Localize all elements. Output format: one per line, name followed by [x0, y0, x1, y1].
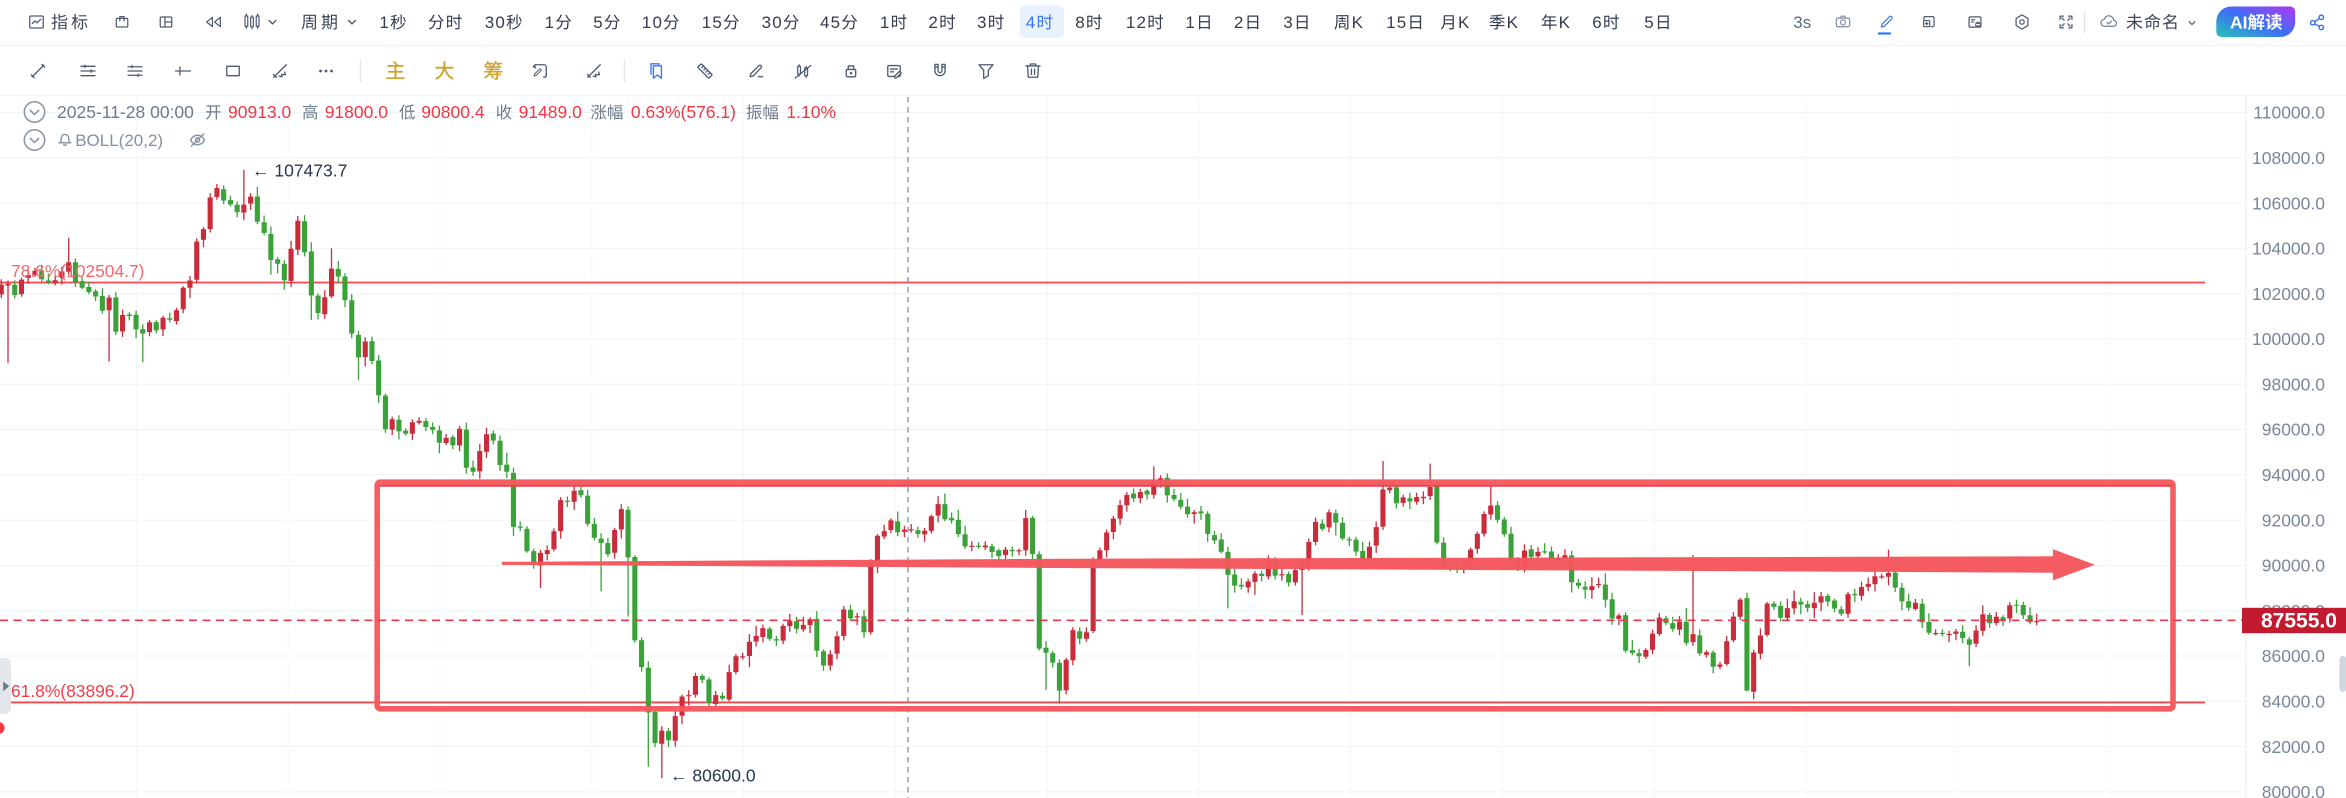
svg-text:110000.0: 110000.0 — [2253, 103, 2325, 123]
svg-text:92000.0: 92000.0 — [2262, 510, 2326, 530]
svg-text:3: 3 — [977, 13, 988, 32]
svg-text:BOLL(20,2): BOLL(20,2) — [75, 131, 163, 150]
svg-text:12: 12 — [1126, 13, 1147, 32]
svg-text:87555.0: 87555.0 — [2261, 609, 2337, 632]
svg-text:78.6%(102504.7): 78.6%(102504.7) — [11, 261, 144, 281]
svg-text:0.63%(576.1): 0.63%(576.1) — [631, 102, 736, 122]
svg-text:K: K — [1458, 13, 1471, 32]
svg-text:45: 45 — [820, 13, 841, 32]
svg-text:2: 2 — [1234, 13, 1245, 32]
svg-text:80000.0: 80000.0 — [2262, 782, 2326, 798]
svg-text:K: K — [1507, 13, 1520, 32]
svg-text:AI: AI — [2230, 12, 2248, 32]
svg-text:104000.0: 104000.0 — [2252, 239, 2325, 259]
svg-text:15: 15 — [1386, 13, 1407, 32]
svg-text:96000.0: 96000.0 — [2262, 420, 2326, 440]
svg-text:30: 30 — [485, 13, 506, 32]
svg-text:102000.0: 102000.0 — [2252, 284, 2325, 304]
svg-text:94000.0: 94000.0 — [2262, 465, 2326, 485]
svg-text:108000.0: 108000.0 — [2252, 148, 2325, 168]
svg-text:8: 8 — [1075, 13, 1086, 32]
svg-text:15: 15 — [702, 13, 723, 32]
svg-text:1: 1 — [379, 13, 390, 32]
svg-text:90913.0: 90913.0 — [228, 102, 292, 122]
svg-text:6: 6 — [1592, 13, 1603, 32]
svg-text:← 80600.0: ← 80600.0 — [670, 766, 756, 786]
svg-text:82000.0: 82000.0 — [2262, 737, 2326, 757]
svg-text:K: K — [1352, 13, 1365, 32]
svg-text:2: 2 — [928, 13, 939, 32]
svg-text:86000.0: 86000.0 — [2262, 646, 2326, 666]
svg-text:2025-11-28 00:00: 2025-11-28 00:00 — [57, 102, 194, 122]
svg-text:91489.0: 91489.0 — [519, 102, 583, 122]
svg-text:61.8%(83896.2): 61.8%(83896.2) — [11, 681, 135, 701]
svg-text:1: 1 — [545, 13, 556, 32]
svg-text:4: 4 — [1026, 13, 1037, 32]
svg-text:10: 10 — [642, 13, 663, 32]
svg-text:91800.0: 91800.0 — [325, 102, 389, 122]
svg-text:1: 1 — [1185, 13, 1196, 32]
svg-text:84000.0: 84000.0 — [2262, 692, 2326, 712]
svg-text:1.10%: 1.10% — [786, 102, 836, 122]
svg-text:106000.0: 106000.0 — [2252, 193, 2325, 213]
svg-text:3s: 3s — [1793, 13, 1811, 32]
svg-text:3: 3 — [1283, 13, 1294, 32]
svg-text:90000.0: 90000.0 — [2262, 556, 2326, 576]
svg-text:5: 5 — [593, 13, 604, 32]
svg-text:98000.0: 98000.0 — [2262, 374, 2326, 394]
svg-text:100000.0: 100000.0 — [2252, 329, 2325, 349]
svg-text:90800.4: 90800.4 — [421, 102, 485, 122]
svg-text:30: 30 — [762, 13, 783, 32]
svg-text:K: K — [1559, 13, 1572, 32]
svg-text:5: 5 — [1644, 13, 1655, 32]
svg-text:1: 1 — [880, 13, 891, 32]
svg-text:← 107473.7: ← 107473.7 — [252, 161, 347, 181]
